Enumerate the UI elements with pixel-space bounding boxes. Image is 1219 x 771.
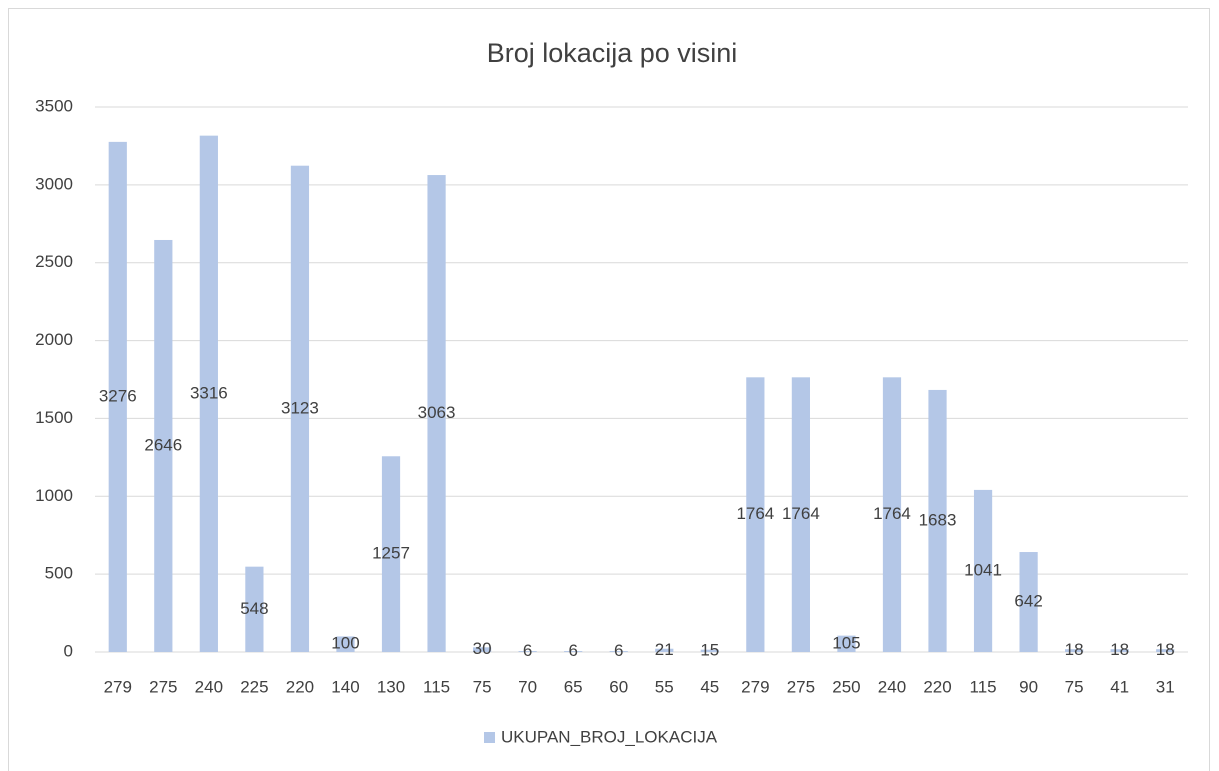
data-label: 18 — [1065, 640, 1084, 659]
x-tick-label: 275 — [149, 677, 177, 696]
x-tick-label: 240 — [195, 677, 223, 696]
x-tick-label: 130 — [377, 677, 405, 696]
x-tick-label: 225 — [240, 677, 268, 696]
y-tick-label: 0 — [64, 641, 73, 660]
x-tick-label: 220 — [923, 677, 951, 696]
bar — [928, 389, 947, 652]
bar — [108, 141, 127, 652]
data-label: 2646 — [144, 435, 182, 454]
data-label: 1764 — [782, 504, 820, 523]
bar — [154, 239, 173, 653]
data-label: 6 — [614, 641, 623, 660]
data-label: 1764 — [873, 504, 911, 523]
data-label: 1257 — [372, 544, 410, 563]
bar — [199, 135, 218, 652]
bar — [746, 377, 765, 652]
x-tick-label: 275 — [787, 677, 815, 696]
data-label: 3316 — [190, 383, 228, 402]
bar — [837, 635, 856, 652]
bar — [1156, 649, 1175, 652]
y-tick-label: 2500 — [35, 252, 73, 271]
y-tick-label: 3500 — [35, 96, 73, 115]
bar — [290, 165, 310, 652]
data-label: 1764 — [736, 504, 774, 523]
chart-title: Broj lokacija po visini — [487, 38, 738, 68]
bar — [973, 489, 993, 652]
x-tick-label: 115 — [423, 677, 450, 696]
x-tick-label: 240 — [878, 677, 906, 696]
data-label: 3063 — [418, 403, 456, 422]
x-tick-label: 65 — [564, 677, 583, 696]
data-label: 21 — [655, 640, 674, 659]
data-label: 30 — [473, 639, 492, 658]
x-tick-label: 140 — [331, 677, 359, 696]
x-tick-label: 115 — [970, 677, 997, 696]
data-label: 3123 — [281, 398, 319, 417]
bar — [1110, 649, 1129, 652]
data-label: 18 — [1110, 640, 1129, 659]
bar — [791, 377, 811, 652]
x-tick-label: 55 — [655, 677, 674, 696]
bar — [700, 649, 719, 652]
data-label: 6 — [523, 641, 532, 660]
y-tick-label: 2000 — [35, 330, 73, 349]
data-label: 642 — [1014, 592, 1042, 611]
data-label: 1041 — [964, 560, 1002, 579]
legend-swatch — [484, 732, 495, 743]
x-tick-label: 75 — [1065, 677, 1084, 696]
y-tick-label: 1000 — [35, 486, 73, 505]
bar — [655, 648, 674, 652]
bar — [336, 636, 355, 652]
bar — [1065, 649, 1084, 652]
bar — [381, 456, 401, 652]
legend-label: UKUPAN_BROJ_LOKACIJA — [501, 727, 718, 746]
data-label: 3276 — [99, 386, 137, 405]
chart-border — [8, 8, 1210, 771]
data-label: 15 — [700, 640, 719, 659]
x-tick-label: 45 — [700, 677, 719, 696]
bar — [245, 566, 264, 652]
data-label: 100 — [331, 634, 359, 653]
bar — [882, 377, 902, 652]
x-tick-label: 250 — [832, 677, 860, 696]
data-label: 18 — [1156, 640, 1175, 659]
x-tick-label: 31 — [1156, 677, 1175, 696]
bar — [427, 175, 446, 652]
bar — [472, 647, 492, 652]
x-tick-label: 90 — [1019, 677, 1038, 696]
data-label: 548 — [240, 599, 268, 618]
y-tick-label: 3000 — [35, 174, 73, 193]
x-tick-label: 220 — [286, 677, 314, 696]
data-label: 6 — [568, 641, 577, 660]
x-tick-label: 70 — [518, 677, 537, 696]
x-tick-label: 279 — [741, 677, 769, 696]
data-label: 1683 — [919, 510, 957, 529]
bar — [564, 651, 583, 652]
y-tick-label: 1500 — [35, 408, 73, 427]
x-tick-label: 60 — [609, 677, 628, 696]
bar — [609, 651, 628, 652]
x-tick-label: 41 — [1110, 677, 1129, 696]
bar — [518, 651, 537, 652]
x-tick-label: 279 — [104, 677, 132, 696]
y-tick-label: 500 — [45, 564, 73, 583]
data-label: 105 — [832, 633, 860, 652]
x-tick-label: 75 — [473, 677, 492, 696]
bar — [1019, 552, 1038, 652]
